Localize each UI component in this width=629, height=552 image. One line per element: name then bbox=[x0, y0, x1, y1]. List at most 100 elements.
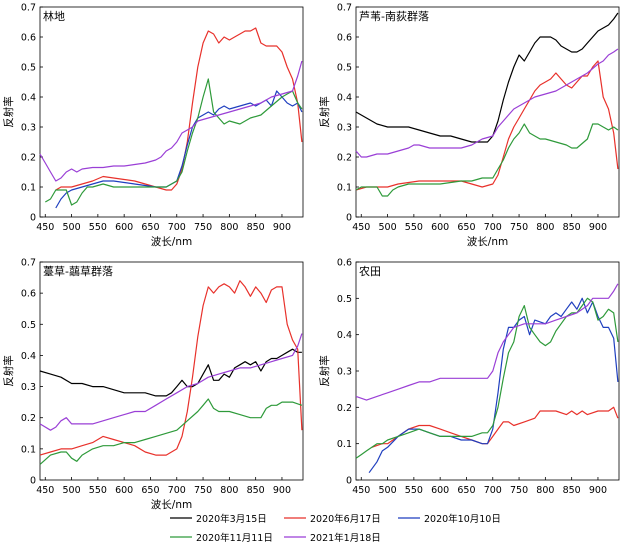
x-tick-label: 700 bbox=[484, 485, 502, 496]
x-tick-label: 800 bbox=[220, 485, 238, 496]
y-tick-label: 0.5 bbox=[21, 320, 36, 331]
x-tick-label: 900 bbox=[273, 485, 291, 496]
x-tick-label: 850 bbox=[247, 485, 265, 496]
y-tick-label: 0.3 bbox=[337, 123, 352, 134]
x-tick-label: 800 bbox=[536, 485, 554, 496]
y-tick-label: 0 bbox=[346, 476, 352, 487]
x-tick-label: 550 bbox=[405, 485, 423, 496]
y-tick-label: 0.3 bbox=[21, 123, 36, 134]
series-line-3 bbox=[55, 90, 303, 209]
legend-label: 2020年3月15日 bbox=[196, 513, 267, 525]
y-tick-label: 0.4 bbox=[21, 351, 36, 362]
y-tick-label: 0.7 bbox=[337, 3, 352, 14]
x-axis-label: 波长/nm bbox=[151, 235, 192, 248]
series-line-1 bbox=[355, 12, 619, 143]
x-tick-label: 750 bbox=[510, 222, 528, 233]
y-tick-label: 0 bbox=[30, 476, 36, 487]
y-tick-label: 0.1 bbox=[21, 183, 36, 194]
x-tick-label: 450 bbox=[352, 222, 370, 233]
legend: 2020年3月15日 2020年6月17日 2020年10月10日 2020年11月1… bbox=[170, 513, 501, 544]
series-line-4 bbox=[355, 123, 619, 197]
y-tick-label: 0.6 bbox=[21, 33, 36, 44]
x-tick-label: 450 bbox=[36, 485, 54, 496]
y-tick-label: 0.2 bbox=[21, 413, 36, 424]
y-tick-label: 0.3 bbox=[21, 382, 36, 393]
x-tick-label: 750 bbox=[510, 485, 528, 496]
plot-frame bbox=[39, 6, 304, 218]
series-line-5 bbox=[39, 60, 303, 182]
x-tick-label: 600 bbox=[115, 485, 133, 496]
legend-label: 2020年11月11日 bbox=[196, 532, 273, 544]
series-line-2 bbox=[355, 60, 619, 191]
series-line-1 bbox=[39, 348, 302, 397]
y-tick-label: 0.1 bbox=[21, 444, 36, 455]
legend-label: 2020年6月17日 bbox=[310, 513, 381, 525]
y-tick-label: 0.6 bbox=[337, 33, 352, 44]
panel-title: 农田 bbox=[359, 264, 381, 278]
x-tick-label: 650 bbox=[457, 485, 475, 496]
chart-panel-1: 0 0.1 0.2 0.3 0.4 0.5 0.6 0.7 450 500 550 600 650 700… bbox=[2, 3, 304, 248]
x-tick-label: 800 bbox=[536, 222, 554, 233]
x-tick-label: 450 bbox=[36, 222, 54, 233]
y-tick-label: 0.5 bbox=[21, 63, 36, 74]
y-tick-label: 0.2 bbox=[337, 153, 352, 164]
x-tick-label: 550 bbox=[89, 222, 107, 233]
x-tick-label: 900 bbox=[589, 485, 607, 496]
y-axis-label: 反射率 bbox=[318, 96, 331, 128]
panel-title: 薹草-虉草群落 bbox=[43, 264, 113, 278]
y-tick-label: 0.1 bbox=[337, 439, 352, 450]
x-tick-label: 650 bbox=[141, 485, 159, 496]
x-tick-label: 700 bbox=[484, 222, 502, 233]
y-axis-label: 反射率 bbox=[2, 96, 15, 128]
x-tick-label: 900 bbox=[589, 222, 607, 233]
y-tick-label: 0 bbox=[346, 213, 352, 224]
x-tick-label: 700 bbox=[168, 485, 186, 496]
y-tick-label: 0.2 bbox=[337, 403, 352, 414]
series-line-5 bbox=[355, 283, 619, 401]
x-tick-label: 500 bbox=[62, 485, 80, 496]
x-tick-label: 900 bbox=[273, 222, 291, 233]
y-tick-label: 0.7 bbox=[21, 3, 36, 14]
y-tick-label: 0.2 bbox=[21, 153, 36, 164]
series-line-4 bbox=[39, 398, 303, 465]
plot-frame bbox=[355, 261, 620, 481]
series-line-4 bbox=[355, 297, 619, 459]
x-tick-label: 800 bbox=[220, 222, 238, 233]
y-tick-label: 0.4 bbox=[337, 93, 352, 104]
x-tick-label: 750 bbox=[194, 222, 212, 233]
y-tick-label: 0.1 bbox=[337, 183, 352, 194]
x-tick-label: 700 bbox=[168, 222, 186, 233]
y-tick-label: 0.7 bbox=[21, 258, 36, 269]
y-tick-label: 0.4 bbox=[21, 93, 36, 104]
legend-label: 2021年1月18日 bbox=[310, 532, 381, 544]
panel-title: 林地 bbox=[43, 9, 65, 23]
y-axis-label: 反射率 bbox=[2, 355, 15, 387]
x-axis-label: 波长/nm bbox=[467, 235, 508, 248]
chart-panel-3: 0 0.1 0.2 0.3 0.4 0.5 0.6 0.7 450 500 550 600 650 700… bbox=[2, 258, 304, 511]
chart-panel-2: 0 0.1 0.2 0.3 0.4 0.5 0.6 0.7 450 500 550 600 650 700… bbox=[318, 3, 620, 248]
legend-label: 2020年10月10日 bbox=[424, 513, 501, 525]
x-tick-label: 650 bbox=[457, 222, 475, 233]
y-axis-label: 反射率 bbox=[318, 355, 331, 387]
x-tick-label: 450 bbox=[352, 485, 370, 496]
series-line-5 bbox=[39, 333, 303, 431]
y-tick-label: 0.5 bbox=[337, 294, 352, 305]
x-tick-label: 550 bbox=[89, 485, 107, 496]
y-tick-label: 0 bbox=[30, 213, 36, 224]
y-tick-label: 0.3 bbox=[337, 367, 352, 378]
y-tick-label: 0.6 bbox=[337, 258, 352, 269]
x-tick-label: 600 bbox=[115, 222, 133, 233]
x-tick-label: 600 bbox=[431, 485, 449, 496]
plot-frame bbox=[39, 261, 304, 481]
series-line-2 bbox=[39, 280, 303, 456]
x-tick-label: 550 bbox=[405, 222, 423, 233]
x-tick-label: 500 bbox=[378, 485, 396, 496]
y-tick-label: 0.6 bbox=[21, 289, 36, 300]
x-tick-label: 600 bbox=[431, 222, 449, 233]
x-tick-label: 500 bbox=[378, 222, 396, 233]
series-line-3 bbox=[368, 297, 619, 474]
series-line-4 bbox=[45, 78, 303, 206]
x-tick-label: 650 bbox=[141, 222, 159, 233]
y-tick-label: 0.4 bbox=[337, 330, 352, 341]
x-axis-label: 波长/nm bbox=[151, 498, 192, 511]
